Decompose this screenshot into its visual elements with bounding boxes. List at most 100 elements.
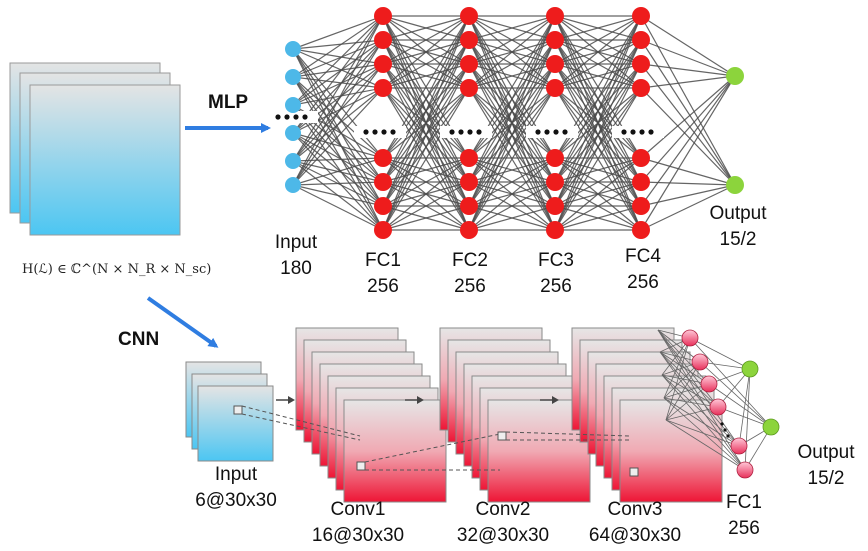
mlp-edge bbox=[292, 63, 384, 186]
cnn-input-size: 6@30x30 bbox=[195, 490, 277, 511]
mlp-node-fc4 bbox=[632, 31, 650, 49]
mlp-node-input bbox=[285, 41, 301, 57]
flow-arrow-head bbox=[417, 396, 424, 404]
mlp-edge bbox=[292, 15, 384, 186]
cnn-fc-edge bbox=[663, 397, 740, 447]
mlp-edge bbox=[468, 39, 556, 231]
cnn-fc-node bbox=[730, 437, 748, 455]
mlp-node-fc1 bbox=[374, 7, 392, 25]
mlp-dot bbox=[467, 129, 473, 135]
mlp-edge bbox=[554, 15, 642, 231]
cnn-fc-edge bbox=[665, 419, 740, 447]
mlp-fc1-size: 256 bbox=[367, 276, 399, 297]
mlp-node-fc3 bbox=[546, 31, 564, 49]
mlp-fc3-name: FC3 bbox=[538, 250, 574, 271]
cnn-conv1-name: Conv1 bbox=[331, 499, 386, 520]
cnn-fc-edge bbox=[665, 419, 746, 471]
mlp-node-fc2 bbox=[460, 55, 478, 73]
mlp-connections bbox=[292, 15, 736, 231]
mlp-edge bbox=[292, 87, 384, 186]
mlp-fc4-size: 256 bbox=[627, 272, 659, 293]
mlp-edge bbox=[554, 181, 642, 231]
mlp-node-output bbox=[726, 67, 744, 85]
cnn-conv1-map bbox=[343, 399, 447, 503]
receptive-field-conv1 bbox=[356, 461, 366, 471]
mlp-dot bbox=[293, 114, 299, 120]
mlp-node-fc1 bbox=[374, 149, 392, 167]
mlp-node-fc3 bbox=[546, 149, 564, 167]
cnn-fc-edge bbox=[665, 383, 710, 421]
mlp-dots-bg bbox=[526, 126, 578, 138]
mlp-edge bbox=[554, 15, 642, 65]
mlp-edge bbox=[468, 15, 556, 183]
mlp-edge bbox=[292, 39, 384, 106]
mlp-dot bbox=[458, 129, 464, 135]
mlp-dots-bg bbox=[266, 111, 318, 123]
mlp-node-fc4 bbox=[632, 55, 650, 73]
mlp-edge bbox=[468, 157, 556, 231]
mlp-input-size: 180 bbox=[280, 258, 312, 279]
mlp-edge bbox=[554, 15, 642, 207]
mlp-edge bbox=[640, 184, 736, 231]
mlp-node-input bbox=[285, 177, 301, 193]
mlp-node-fc2 bbox=[460, 221, 478, 239]
mlp-edge bbox=[382, 15, 470, 231]
cnn-fc-node bbox=[681, 329, 699, 347]
mlp-node-fc3 bbox=[546, 7, 564, 25]
mlp-edge bbox=[640, 39, 736, 186]
flow-arrow-head bbox=[552, 396, 559, 404]
mlp-edge bbox=[382, 15, 470, 89]
cnn-fc-node bbox=[700, 375, 718, 393]
mlp-edge bbox=[382, 15, 470, 207]
mlp-edge bbox=[554, 15, 642, 89]
mlp-node-fc1 bbox=[374, 55, 392, 73]
mlp-edge bbox=[468, 63, 556, 231]
mlp-edge bbox=[640, 75, 736, 207]
cnn-fc-node bbox=[691, 353, 709, 371]
cnn-conv3-size: 64@30x30 bbox=[589, 525, 681, 546]
mlp-dot bbox=[363, 129, 369, 135]
channel-slice bbox=[29, 84, 181, 236]
mlp-edge bbox=[468, 15, 556, 65]
mlp-node-fc1 bbox=[374, 197, 392, 215]
mlp-nodes bbox=[285, 7, 744, 239]
mlp-dots-bg bbox=[612, 126, 664, 138]
cnn-fc-edge bbox=[657, 329, 710, 385]
mlp-dot bbox=[553, 129, 559, 135]
mlp-node-fc2 bbox=[460, 31, 478, 49]
mlp-node-input bbox=[285, 69, 301, 85]
cnn-conv2-size: 32@30x30 bbox=[457, 525, 549, 546]
cnn-fc-edge bbox=[663, 397, 719, 408]
mlp-edge bbox=[292, 63, 384, 78]
cnn-fc-nodes bbox=[681, 329, 780, 479]
mlp-input-name: Input bbox=[275, 232, 318, 253]
mlp-node-fc4 bbox=[632, 7, 650, 25]
cnn-fc1-name: FC1 bbox=[726, 492, 762, 513]
mlp-dot bbox=[562, 129, 568, 135]
cnn-fc1-size: 256 bbox=[728, 518, 760, 539]
mlp-dot bbox=[284, 114, 290, 120]
mlp-edge bbox=[292, 39, 384, 78]
mlp-edge bbox=[468, 181, 556, 231]
mlp-node-fc2 bbox=[460, 197, 478, 215]
mlp-node-fc1 bbox=[374, 221, 392, 239]
mlp-edge bbox=[292, 184, 384, 231]
mlp-edge bbox=[292, 15, 384, 106]
mlp-edge bbox=[468, 15, 556, 207]
mlp-dot bbox=[275, 114, 281, 120]
mlp-edge bbox=[640, 75, 736, 89]
mlp-node-fc1 bbox=[374, 173, 392, 191]
mlp-dot bbox=[449, 129, 455, 135]
mlp-edge bbox=[292, 39, 384, 50]
mlp-node-fc4 bbox=[632, 79, 650, 97]
receptive-field-conv3 bbox=[629, 467, 639, 477]
mlp-edge bbox=[640, 75, 736, 159]
mlp-node-input bbox=[285, 125, 301, 141]
cnn-output-size: 15/2 bbox=[808, 468, 845, 489]
cnn-fc-dot bbox=[726, 434, 730, 438]
mlp-edge bbox=[468, 87, 556, 231]
flow-arrow-head bbox=[288, 396, 295, 404]
cnn-out-edge bbox=[689, 337, 772, 428]
mlp-edge bbox=[468, 15, 556, 89]
mlp-node-fc3 bbox=[546, 55, 564, 73]
